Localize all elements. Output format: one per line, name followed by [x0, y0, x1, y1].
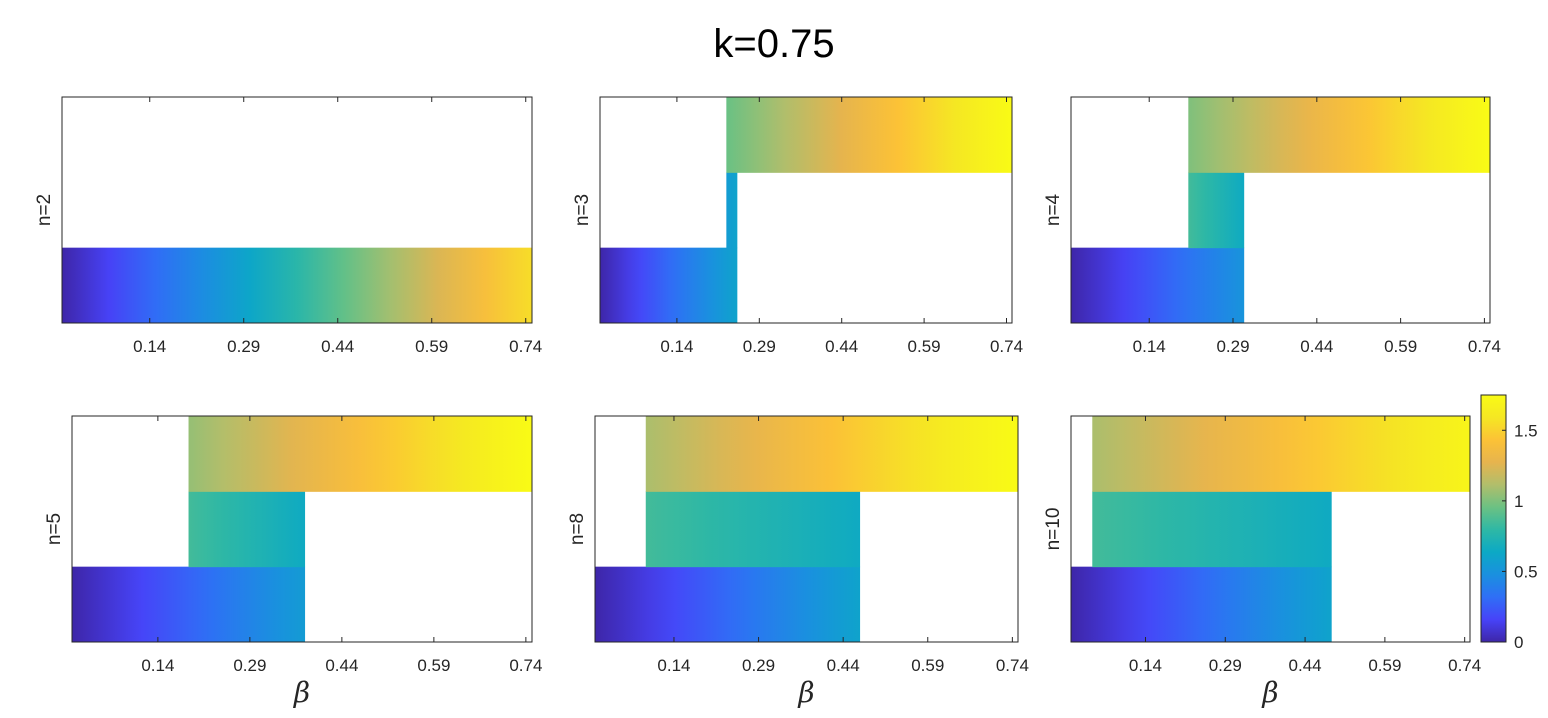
- heatmap-band-top: [1188, 97, 1490, 173]
- x-tick-label: 0.14: [660, 337, 693, 356]
- y-axis-label: n=8: [567, 513, 588, 545]
- panel-3: 0.14 0.29 0.44 0.59 0.74 n=4: [1043, 96, 1501, 356]
- x-tick-label: 0.74: [509, 337, 542, 356]
- x-tick-label: 0.14: [133, 337, 166, 356]
- x-tick-label: 0.29: [1209, 656, 1242, 675]
- heatmap-band-bottom: [1071, 247, 1245, 324]
- heatmap-band-top: [645, 416, 1018, 492]
- heatmap-band-top: [726, 97, 1012, 173]
- x-tick-label: 0.74: [996, 656, 1029, 675]
- x-tick-label: 0.29: [743, 337, 776, 356]
- heatmap-band-top: [1092, 416, 1470, 492]
- colorbar-gradient: [1480, 394, 1507, 643]
- x-tick-label: 0.59: [908, 337, 941, 356]
- axes-box: [61, 96, 533, 324]
- x-tick-label: 0.44: [827, 656, 860, 675]
- x-tick-label: 0.74: [990, 337, 1023, 356]
- heatmap-band-bottom: [1071, 566, 1332, 643]
- x-tick-label: 0.74: [509, 656, 542, 675]
- x-tick-label: 0.14: [1129, 656, 1162, 675]
- heatmap-band-bottom: [72, 566, 306, 643]
- heatmap-band-middle: [1092, 491, 1332, 568]
- x-tick-label: 0.14: [141, 656, 174, 675]
- x-tick-label: 0.44: [825, 337, 858, 356]
- y-axis-label: n=4: [1043, 193, 1064, 226]
- heatmap-band-middle: [188, 491, 306, 568]
- panel-4: 0.14 0.29 0.44 0.59 0.74 n=5 β: [44, 415, 542, 709]
- x-tick-label: 0.59: [1384, 337, 1417, 356]
- x-tick-label: 0.29: [227, 337, 260, 356]
- x-tick-label: 0.59: [911, 656, 944, 675]
- axes-box: [71, 415, 533, 643]
- heatmap-band-middle: [1188, 172, 1245, 249]
- x-tick-label: 0.44: [1289, 656, 1322, 675]
- axes-box: [599, 96, 1013, 324]
- y-axis-label: n=2: [34, 194, 55, 226]
- x-tick-label: 0.29: [1216, 337, 1249, 356]
- panel-2: 0.14 0.29 0.44 0.59 0.74 n=3: [572, 96, 1023, 356]
- figure-title: k=0.75: [713, 22, 835, 66]
- y-axis-label: n=10: [1043, 508, 1064, 551]
- x-tick-label: 0.74: [1448, 656, 1481, 675]
- x-tick-label: 0.44: [1300, 337, 1333, 356]
- x-axis-label: β: [797, 676, 814, 709]
- heatmap-band-middle: [726, 172, 738, 249]
- x-tick-label: 0.59: [415, 337, 448, 356]
- axes-box: [594, 415, 1019, 643]
- heatmap-band-bottom: [62, 247, 532, 324]
- colorbar: 0 0.5 1 1.5: [1480, 394, 1538, 652]
- x-tick-label: 0.14: [657, 656, 690, 675]
- y-axis-label: n=3: [572, 194, 593, 226]
- y-axis-label: n=5: [44, 513, 65, 545]
- panel-5: 0.14 0.29 0.44 0.59 0.74 n=8 β: [567, 415, 1029, 709]
- heatmap-band-top: [188, 416, 533, 492]
- x-tick-label: 0.59: [417, 656, 450, 675]
- axes-box: [1070, 96, 1491, 324]
- panel-1: 0.14 0.29 0.44 0.59 0.74 n=2: [34, 96, 542, 356]
- colorbar-tick-label: 1.5: [1514, 421, 1538, 440]
- heatmap-band-bottom: [595, 566, 861, 643]
- x-axis-label: β: [293, 676, 310, 709]
- x-tick-label: 0.59: [1368, 656, 1401, 675]
- axes-box: [1070, 415, 1471, 643]
- heatmap-band-middle: [645, 491, 861, 568]
- x-tick-label: 0.14: [1133, 337, 1166, 356]
- heatmap-band-bottom: [600, 247, 738, 324]
- colorbar-tick-label: 1: [1514, 492, 1523, 511]
- panel-6: 0.14 0.29 0.44 0.59 0.74 n=10 β: [1043, 415, 1481, 709]
- colorbar-tick-label: 0.5: [1514, 562, 1538, 581]
- x-tick-label: 0.44: [325, 656, 358, 675]
- colorbar-tick-label: 0: [1514, 633, 1523, 652]
- x-tick-label: 0.44: [321, 337, 354, 356]
- x-axis-label: β: [1261, 676, 1278, 709]
- x-tick-label: 0.29: [233, 656, 266, 675]
- x-tick-label: 0.74: [1468, 337, 1501, 356]
- x-tick-label: 0.29: [742, 656, 775, 675]
